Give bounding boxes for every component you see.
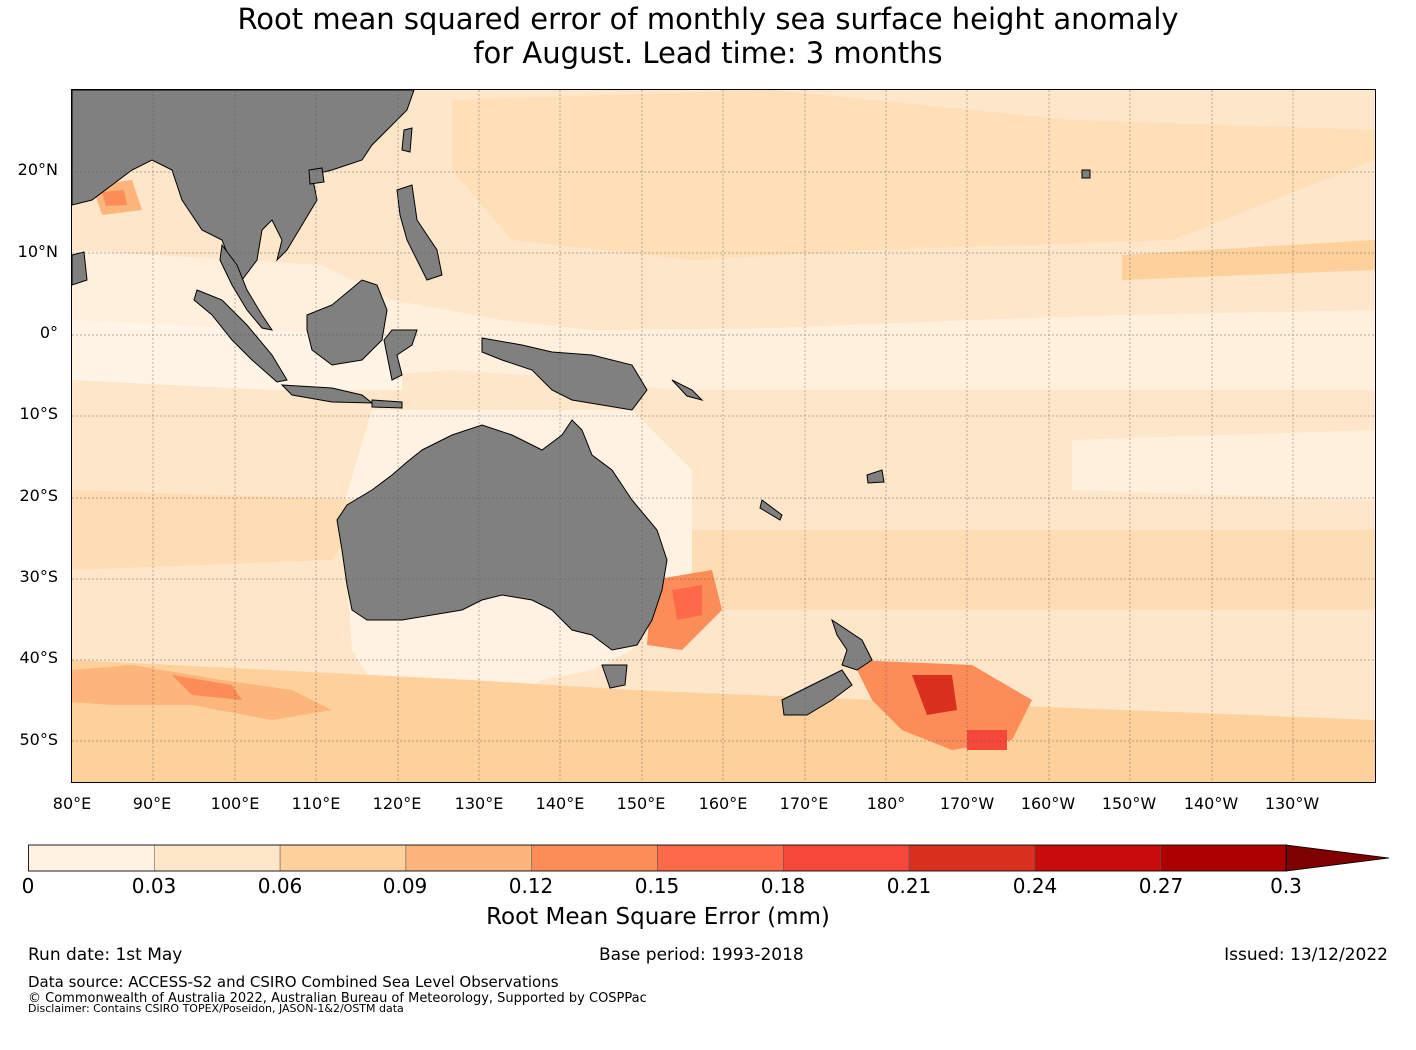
lon-label: 110°E — [291, 794, 341, 813]
sumatra — [193, 289, 288, 383]
issued-date: Issued: 13/12/2022 — [1224, 945, 1388, 965]
rmse-map — [71, 89, 1376, 783]
new-zealand-north — [831, 618, 873, 671]
colorbar-tick-label: 0.12 — [508, 874, 554, 898]
colorbar-extend-arrow — [1285, 844, 1390, 872]
lat-label: 40°S — [19, 648, 58, 667]
colorbar-segment — [405, 844, 532, 872]
colorbar-segment — [1034, 844, 1161, 872]
colorbar-segment — [908, 844, 1036, 872]
sri-lanka — [72, 251, 88, 286]
new-zealand-south — [781, 669, 853, 716]
colorbar-segment — [279, 844, 407, 872]
east-australian-current-peak — [672, 585, 702, 620]
colorbar-tick-label: 0.03 — [131, 874, 177, 898]
new-caledonia — [759, 499, 783, 521]
base-period: Base period: 1993-2018 — [599, 945, 804, 965]
lon-label: 90°E — [132, 794, 172, 813]
hawaii — [1081, 169, 1091, 179]
lon-label: 150°E — [616, 794, 666, 813]
lon-label: 130°E — [454, 794, 504, 813]
map-svg — [72, 90, 1375, 782]
lon-label: 130°W — [1264, 794, 1320, 813]
bay-of-bengal-peak — [102, 190, 127, 206]
run-date: Run date: 1st May — [28, 945, 183, 965]
north-pacific-band — [1122, 240, 1375, 280]
colorbar-segment — [531, 844, 658, 872]
lat-label: 30°S — [19, 567, 58, 586]
colorbar-segment — [1160, 844, 1287, 872]
disclaimer: Disclaimer: Contains CSIRO TOPEX/Poseido… — [28, 1002, 404, 1015]
south-pacific-light-band — [1072, 430, 1375, 500]
colorbar-tick-label: 0.21 — [886, 874, 932, 898]
philippines — [396, 184, 443, 281]
colorbar — [28, 844, 1390, 872]
lon-label: 170°W — [939, 794, 995, 813]
colorbar-tick-label: 0.24 — [1012, 874, 1058, 898]
borneo — [306, 279, 388, 366]
colorbar-tick-label: 0.09 — [382, 874, 428, 898]
lon-label: 150°W — [1101, 794, 1157, 813]
lesser-sunda — [371, 399, 403, 409]
graticule — [72, 90, 1375, 782]
colorbar-tick-label: 0.06 — [257, 874, 303, 898]
colorbar-segment — [28, 844, 155, 872]
lon-label: 170°E — [779, 794, 829, 813]
lat-label: 10°N — [17, 242, 58, 261]
new-guinea — [481, 337, 648, 411]
asia-mainland — [72, 90, 415, 281]
fiji — [866, 469, 885, 484]
lon-label: 100°E — [210, 794, 260, 813]
colorbar-tick-label: 0.18 — [760, 874, 806, 898]
map-title-line-1: Root mean squared error of monthly sea s… — [237, 2, 1179, 36]
colorbar-tick-label: 0 — [21, 874, 35, 898]
map-title-line-2: for August. Lead time: 3 months — [473, 36, 943, 70]
tasman-moderate-band — [692, 530, 1375, 610]
indian-ocean-moderate — [72, 490, 372, 570]
lon-label: 160°W — [1020, 794, 1076, 813]
lon-label: 120°E — [372, 794, 422, 813]
lat-label: 0° — [39, 323, 58, 342]
colorbar-segment — [154, 844, 281, 872]
lat-label: 20°S — [19, 486, 58, 505]
lon-label: 160°E — [698, 794, 748, 813]
colorbar-segment — [657, 844, 784, 872]
australia — [336, 419, 668, 651]
lon-label: 180° — [866, 794, 906, 813]
lon-label: 140°W — [1183, 794, 1239, 813]
colorbar-tick-label: 0.3 — [1270, 874, 1302, 898]
hainan — [308, 167, 325, 185]
copyright: © Commonwealth of Australia 2022, Austra… — [28, 991, 647, 1006]
southern-indian-peak — [172, 675, 242, 700]
southern-pacific-peak — [967, 730, 1007, 750]
solomon-islands — [671, 379, 704, 401]
lat-label: 20°N — [17, 160, 58, 179]
colorbar-label: Root Mean Square Error (mm) — [486, 904, 830, 930]
tasmania — [601, 664, 628, 689]
colorbar-tick-label: 0.15 — [634, 874, 680, 898]
colorbar-outline — [28, 844, 1287, 872]
new-zealand-east-peak — [912, 675, 957, 715]
colorbar-segment — [783, 844, 910, 872]
malay-peninsula — [219, 243, 274, 331]
taiwan — [401, 127, 413, 153]
land-masses — [72, 90, 1091, 716]
lon-label: 80°E — [52, 794, 92, 813]
sulawesi — [383, 329, 418, 381]
north-pacific-moderate — [452, 90, 1375, 260]
colorbar-tick-label: 0.27 — [1138, 874, 1184, 898]
lat-label: 50°S — [19, 730, 58, 749]
lat-label: 10°S — [19, 404, 58, 423]
lon-label: 140°E — [535, 794, 585, 813]
data-source: Data source: ACCESS-S2 and CSIRO Combine… — [28, 973, 559, 991]
colorbar-segments — [28, 844, 1287, 872]
